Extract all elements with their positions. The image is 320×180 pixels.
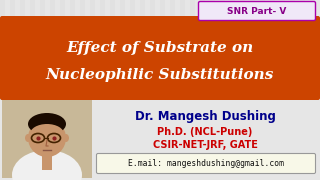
Ellipse shape — [28, 113, 66, 135]
Bar — [110, 0, 115, 180]
Bar — [120, 0, 125, 180]
Bar — [20, 0, 25, 180]
Text: Dr. Mangesh Dushing: Dr. Mangesh Dushing — [135, 109, 276, 123]
Bar — [220, 0, 225, 180]
Bar — [310, 0, 315, 180]
Ellipse shape — [63, 134, 69, 142]
FancyBboxPatch shape — [97, 154, 316, 174]
Bar — [150, 0, 155, 180]
Ellipse shape — [30, 124, 64, 144]
Bar — [180, 0, 185, 180]
Bar — [0, 0, 5, 180]
Ellipse shape — [12, 150, 82, 180]
Bar — [250, 0, 255, 180]
Bar — [260, 0, 265, 180]
Text: Ph.D. (NCL-Pune): Ph.D. (NCL-Pune) — [157, 127, 253, 137]
Text: Effect of Substrate on: Effect of Substrate on — [66, 41, 254, 55]
Text: CSIR-NET-JRF, GATE: CSIR-NET-JRF, GATE — [153, 140, 257, 150]
Text: E.mail: mangeshdushing@gmail.com: E.mail: mangeshdushing@gmail.com — [128, 159, 284, 168]
Bar — [280, 0, 285, 180]
FancyBboxPatch shape — [0, 16, 320, 100]
Bar — [60, 0, 65, 180]
Bar — [300, 0, 305, 180]
FancyBboxPatch shape — [198, 1, 316, 21]
Bar — [0, 98, 320, 180]
Bar — [90, 0, 95, 180]
Bar — [10, 0, 15, 180]
Bar — [160, 0, 165, 180]
Bar — [240, 0, 245, 180]
Bar — [70, 0, 75, 180]
Bar — [230, 0, 235, 180]
Bar — [42, 152, 52, 170]
Bar — [30, 0, 35, 180]
Text: Nucleophilic Substitutions: Nucleophilic Substitutions — [46, 68, 274, 82]
Bar — [170, 0, 175, 180]
Ellipse shape — [25, 134, 31, 142]
Bar — [200, 0, 205, 180]
Text: SNR Part- V: SNR Part- V — [227, 6, 287, 15]
Bar — [100, 0, 105, 180]
Bar — [190, 0, 195, 180]
Ellipse shape — [28, 119, 66, 157]
Bar — [270, 0, 275, 180]
Bar — [290, 0, 295, 180]
Bar — [130, 0, 135, 180]
Bar — [80, 0, 85, 180]
Bar — [50, 0, 55, 180]
Bar — [210, 0, 215, 180]
Bar — [40, 0, 45, 180]
Bar — [140, 0, 145, 180]
Bar — [2, 100, 92, 178]
